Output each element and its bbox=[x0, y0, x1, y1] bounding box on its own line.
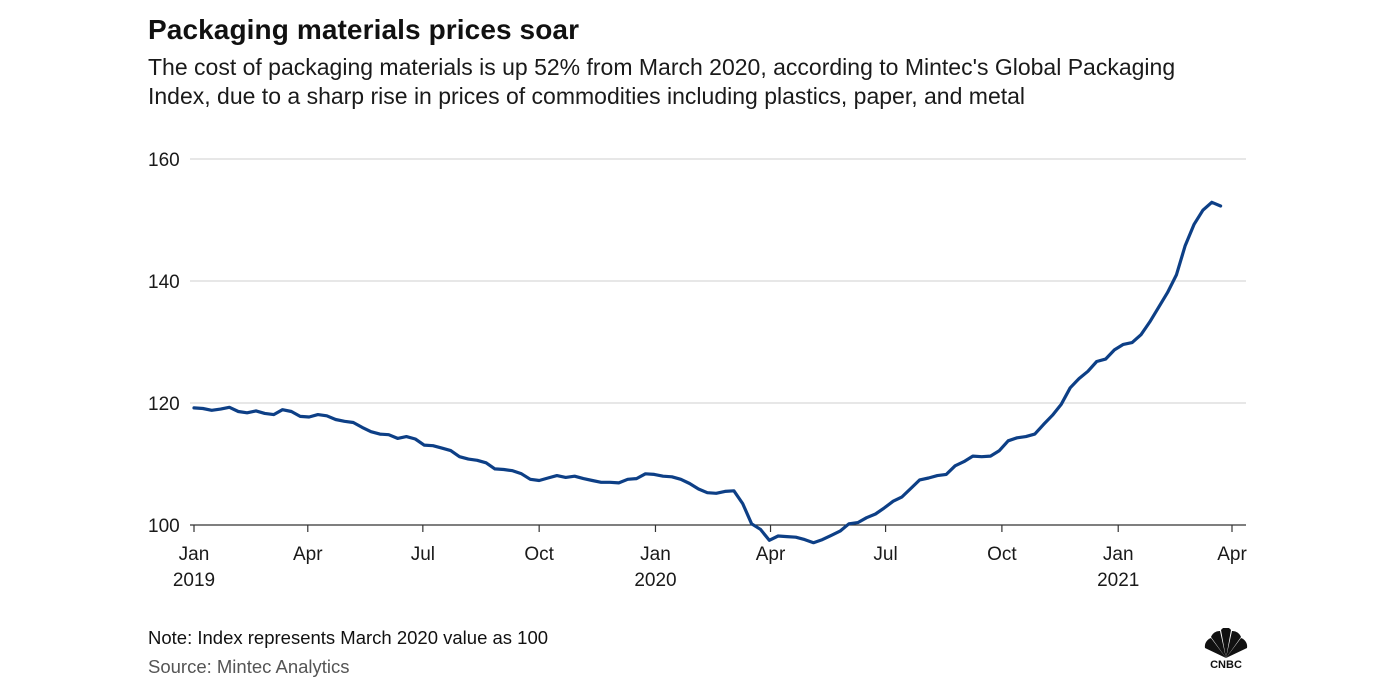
cnbc-logo: CNBC bbox=[1198, 627, 1254, 674]
x-tick-year-label: 2019 bbox=[173, 570, 215, 591]
x-axis: Jan 2019 Apr Jul Oct Jan 2020 Apr Jul Oct Jan 2021 A… bbox=[173, 524, 1247, 591]
y-tick-label: 140 bbox=[148, 272, 180, 293]
x-tick-label: Apr bbox=[293, 544, 323, 565]
chart-title: Packaging materials prices soar bbox=[148, 14, 580, 45]
x-tick-year-label: 2020 bbox=[634, 570, 676, 591]
x-tick-year-label: 2021 bbox=[1097, 570, 1139, 591]
x-tick-label: Jan bbox=[640, 544, 671, 565]
x-tick-label: Apr bbox=[1217, 544, 1247, 565]
x-tick-label: Apr bbox=[756, 544, 786, 565]
logo-text: CNBC bbox=[1210, 659, 1242, 671]
chart-note: Note: Index represents March 2020 value … bbox=[148, 627, 549, 648]
chart-subtitle: The cost of packaging materials is up 52… bbox=[148, 54, 1176, 109]
series-layer bbox=[192, 200, 1223, 545]
y-axis: 100 120 140 160 bbox=[148, 150, 180, 537]
x-tick-label: Jul bbox=[411, 544, 435, 565]
y-tick-label: 160 bbox=[148, 150, 180, 171]
chart-source: Source: Mintec Analytics bbox=[148, 656, 350, 677]
x-tick-label: Oct bbox=[987, 544, 1017, 565]
peacock-icon bbox=[1204, 627, 1248, 658]
series-line bbox=[192, 200, 1223, 545]
x-tick-label: Jan bbox=[179, 544, 210, 565]
gridlines bbox=[190, 158, 1246, 404]
y-tick-label: 100 bbox=[148, 516, 180, 537]
x-tick-label: Jul bbox=[873, 544, 897, 565]
x-tick-label: Jan bbox=[1103, 544, 1134, 565]
x-tick-label: Oct bbox=[524, 544, 554, 565]
y-tick-label: 120 bbox=[148, 394, 180, 415]
